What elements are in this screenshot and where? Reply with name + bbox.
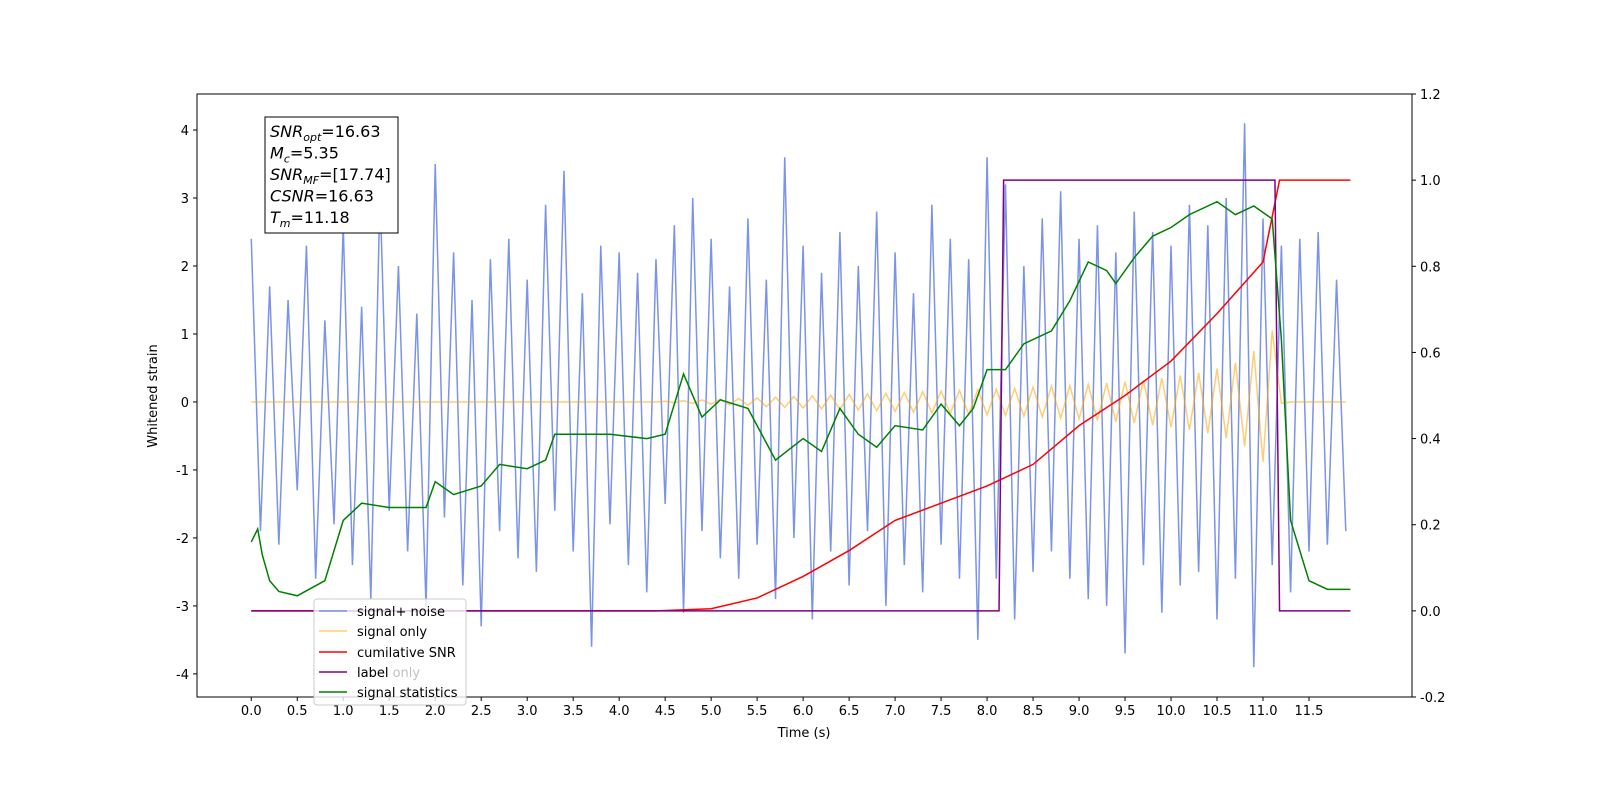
y-tick-label: 0 <box>181 396 189 411</box>
x-tick-label: 10.5 <box>1203 704 1232 719</box>
x-tick-label: 7.5 <box>931 704 952 719</box>
annotation-value: =16.63 <box>321 122 380 141</box>
annotation-symbol: T <box>270 208 281 227</box>
x-tick-label: 3.5 <box>563 704 584 719</box>
series-line <box>251 179 1351 612</box>
annotation-subscript: opt <box>303 131 322 144</box>
series-line <box>251 179 1351 612</box>
x-tick-label: 7.0 <box>885 704 906 719</box>
legend-label: signal statistics <box>357 686 458 701</box>
y2-tick-label: 1.0 <box>1420 174 1441 189</box>
legend-label: cumilative SNR <box>357 646 456 661</box>
annotation-value: =11.18 <box>291 208 350 227</box>
series-line <box>251 330 1346 462</box>
y-tick-label: -2 <box>176 532 189 547</box>
annotation-symbol: SNR <box>270 165 303 184</box>
series-line <box>250 123 1347 668</box>
y-tick-label: -3 <box>176 600 189 615</box>
y2-tick-label: 0.0 <box>1420 605 1441 620</box>
annotation-subscript: MF <box>303 174 319 187</box>
y-tick-label: 1 <box>181 328 189 343</box>
annotation-value: =16.63 <box>315 187 374 206</box>
plot-area <box>250 123 1351 668</box>
annotation-text: CSNR=16.63 <box>270 187 374 206</box>
y2-tick-label: 0.4 <box>1420 433 1441 448</box>
y-tick-label: 2 <box>181 260 189 275</box>
y-tick-label: 3 <box>181 192 189 207</box>
annotation-symbol: SNR <box>270 122 303 141</box>
y2-tick-label: 0.6 <box>1420 346 1441 361</box>
x-tick-label: 2.0 <box>425 704 446 719</box>
x-axis-label: Time (s) <box>777 726 831 741</box>
x-tick-label: 8.0 <box>977 704 998 719</box>
x-tick-label: 2.5 <box>471 704 492 719</box>
x-tick-label: 3.0 <box>517 704 538 719</box>
y-tick-label: 4 <box>181 124 189 139</box>
annotation-value: =[17.74] <box>319 165 391 184</box>
legend-label: label <box>357 666 388 681</box>
y2-tick-label: 0.8 <box>1420 260 1441 275</box>
annotation-text: SNRopt=16.63 <box>270 122 381 144</box>
annotation-subscript: c <box>284 153 290 166</box>
y-axis-label: Whitened strain <box>146 344 161 447</box>
plot-frame <box>196 93 1413 698</box>
x-tick-label: 5.5 <box>747 704 768 719</box>
annotation-box <box>264 116 399 234</box>
x-tick-label: 11.5 <box>1295 704 1324 719</box>
x-tick-label: 10.0 <box>1157 704 1186 719</box>
x-tick-label: 1.0 <box>333 704 354 719</box>
y2-tick-label: 0.2 <box>1420 519 1441 534</box>
y-tick-label: -1 <box>176 464 189 479</box>
x-tick-label: 8.5 <box>1023 704 1044 719</box>
x-tick-label: 5.0 <box>701 704 722 719</box>
x-tick-label: 1.5 <box>379 704 400 719</box>
x-tick-label: 6.0 <box>793 704 814 719</box>
y2-tick-label: -0.2 <box>1420 691 1445 706</box>
x-tick-label: 0.5 <box>287 704 308 719</box>
x-tick-label: 4.0 <box>609 704 630 719</box>
x-tick-label: 11.0 <box>1249 704 1278 719</box>
annotation-subscript: m <box>280 217 291 230</box>
y-tick-label: -4 <box>176 668 189 683</box>
annotation-value: =5.35 <box>290 144 339 163</box>
series-line <box>250 200 1351 597</box>
annotation-text: SNRMF=[17.74] <box>270 165 391 187</box>
x-tick-label: 0.0 <box>241 704 262 719</box>
legend-label: signal only <box>357 625 427 640</box>
legend-faded-label: label only <box>357 666 420 681</box>
annotation-text: Tm=11.18 <box>270 208 350 230</box>
legend-label: signal+ noise <box>357 605 445 620</box>
x-tick-label: 4.5 <box>655 704 676 719</box>
annotation-text: Mc=5.35 <box>270 144 339 166</box>
x-tick-label: 9.0 <box>1069 704 1090 719</box>
legend: signal+ noise signal only cumilative SNR la… <box>313 598 467 706</box>
legend-box <box>313 598 467 706</box>
annotation-symbol: M <box>270 144 284 163</box>
annotation-symbol: CSNR <box>270 187 315 206</box>
x-tick-label: 6.5 <box>839 704 860 719</box>
y2-tick-label: 1.2 <box>1420 88 1441 103</box>
x-tick-label: 9.5 <box>1115 704 1136 719</box>
